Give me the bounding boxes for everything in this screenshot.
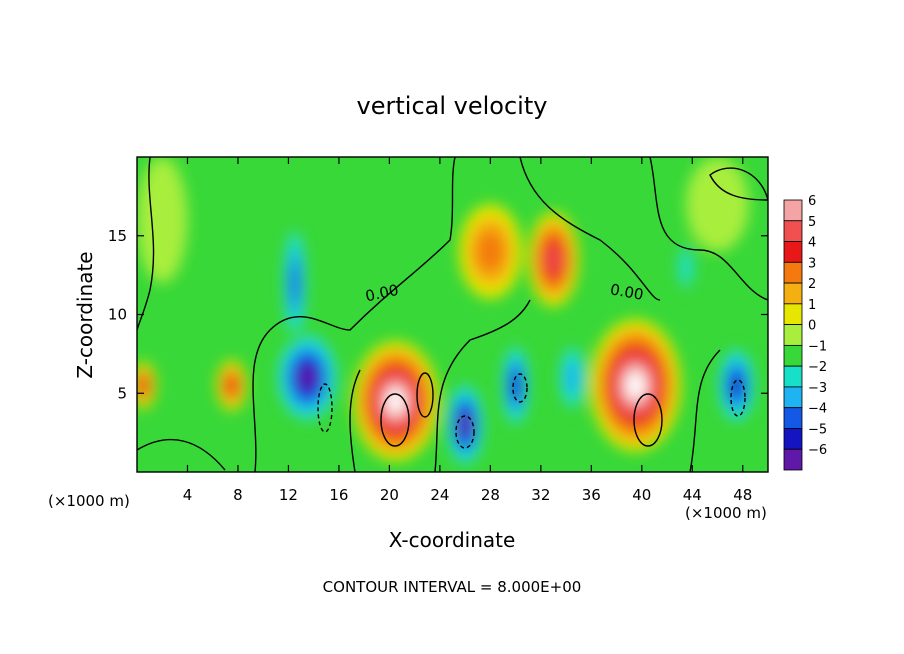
contour-inner: [512, 373, 528, 403]
colorbar-swatch: [783, 241, 803, 263]
contour-zero-line: [689, 349, 721, 472]
y-tick-label: 5: [117, 384, 127, 402]
velocity-cell: [138, 377, 148, 394]
velocity-cell: [685, 157, 750, 252]
colorbar-swatch: [783, 365, 803, 388]
colorbar-label: −2: [808, 360, 827, 375]
contour-zero-line: [434, 299, 531, 472]
velocity-cell: [625, 371, 646, 400]
velocity-field: [137, 157, 757, 469]
colorbar-swatch: [783, 303, 803, 326]
contour-zero-line: [252, 157, 456, 472]
contour-inner: [455, 415, 475, 449]
contour-inner: [317, 383, 333, 433]
velocity-cell: [476, 230, 505, 273]
velocity-cell: [299, 366, 316, 389]
colorbar-label: 3: [808, 256, 816, 271]
colorbar-swatch: [783, 282, 803, 305]
contour-inner: [416, 372, 434, 418]
contour-zero-line: [137, 157, 155, 331]
colorbar-label: −1: [808, 339, 827, 354]
chart-title: vertical velocity: [357, 92, 548, 120]
contour-zero-line: [519, 157, 661, 301]
x-tick-label: 16: [329, 486, 348, 504]
colorbar-swatch: [783, 448, 803, 471]
colorbar-label: 1: [808, 298, 816, 313]
contour-inner: [730, 379, 746, 417]
colorbar-swatch: [783, 324, 803, 346]
x-tick-label: 4: [183, 486, 193, 504]
x-unit-right: (×1000 m): [685, 504, 767, 522]
velocity-cell: [226, 376, 237, 395]
colorbar-label: −3: [808, 381, 827, 396]
contour-zero-line: [649, 157, 768, 301]
colorbar: 6 5 4 3 2 1 0 −1 −2 −3 −4 −5 −6: [783, 194, 827, 471]
contour-inner: [633, 393, 663, 447]
colorbar-swatch: [783, 344, 803, 367]
y-axis-ticks: 5 10 15: [108, 227, 768, 402]
x-axis-ticks: 4 8 12 16 20 24 28 32 36 40 44 48: [183, 157, 752, 504]
x-axis-label: X-coordinate: [389, 528, 516, 552]
colorbar-swatch: [783, 428, 803, 450]
x-tick-label: 36: [582, 486, 601, 504]
contour-interval-note: CONTOUR INTERVAL = 8.000E+00: [323, 578, 582, 596]
colorbar-label: 5: [808, 215, 816, 230]
x-tick-label: 40: [632, 486, 651, 504]
colorbar-swatch: [783, 199, 803, 222]
colorbar-swatch: [783, 386, 803, 409]
colorbar-label: 2: [808, 277, 816, 292]
colorbar-swatch: [783, 261, 803, 284]
contour-zero-line: [349, 369, 361, 472]
colorbar-label: −6: [808, 443, 827, 458]
x-tick-label: 28: [481, 486, 500, 504]
contour-lines: [137, 157, 768, 472]
velocity-cell: [460, 414, 471, 436]
x-tick-label: 32: [531, 486, 550, 504]
contour-label: 0.00: [609, 280, 645, 304]
velocity-cell: [546, 245, 561, 273]
colorbar-swatch: [783, 407, 803, 429]
x-tick-label: 8: [233, 486, 243, 504]
colorbar-swatch: [783, 220, 803, 242]
velocity-cell: [730, 373, 743, 398]
colorbar-label: −4: [808, 402, 827, 417]
colorbar-label: 4: [808, 236, 816, 251]
colorbar-label: 6: [808, 194, 816, 209]
contour-inner: [380, 393, 410, 447]
plot-area: [137, 157, 768, 472]
x-tick-label: 12: [279, 486, 298, 504]
y-tick-label: 15: [108, 227, 127, 245]
velocity-cell: [290, 261, 300, 305]
velocity-cell: [137, 157, 188, 283]
x-tick-label: 44: [683, 486, 702, 504]
x-tick-label: 48: [733, 486, 752, 504]
x-unit-left: (×1000 m): [48, 492, 130, 510]
y-tick-label: 10: [108, 306, 127, 324]
y-axis-label: Z-coordinate: [73, 251, 97, 378]
colorbar-label: 0: [808, 319, 816, 334]
x-tick-label: 24: [430, 486, 449, 504]
colorbar-label: −5: [808, 422, 827, 437]
velocity-cell: [565, 360, 580, 395]
contour-zero-line: [137, 438, 226, 471]
velocity-cell: [679, 249, 693, 285]
x-tick-label: 20: [380, 486, 399, 504]
velocity-cell: [386, 388, 405, 414]
